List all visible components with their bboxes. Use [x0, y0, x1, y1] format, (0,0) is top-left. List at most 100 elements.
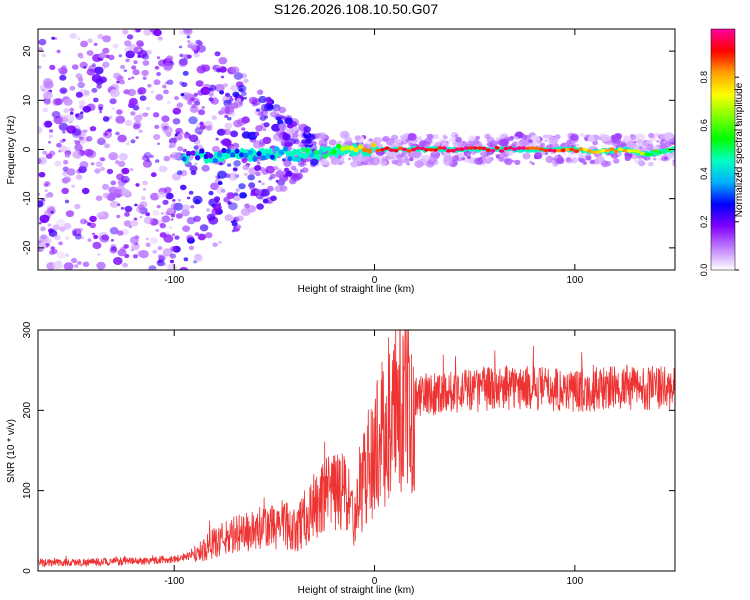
heatmap-cell-1465	[84, 90, 90, 95]
ridge-mark-1	[186, 150, 192, 157]
heatmap-cell-413	[40, 226, 46, 232]
heatmap-cell-140	[123, 69, 128, 73]
heatmap-cell-1219	[370, 157, 380, 166]
heatmap-cell-1080	[120, 175, 130, 184]
heatmap-cell-1054	[504, 158, 513, 166]
heatmap-cell-941	[193, 92, 198, 97]
ridge-mark-20	[269, 154, 275, 160]
ridge-mark-58	[437, 146, 443, 150]
heatmap-cell-1449	[184, 135, 189, 139]
heatmap-cell-275	[81, 187, 90, 195]
ridge-mark-25	[291, 156, 297, 162]
heatmap-cell-1338	[181, 132, 185, 136]
heatmap-cell-126	[258, 180, 262, 183]
ridge-mark-95	[600, 148, 606, 153]
heatmap-cell-545	[56, 218, 66, 227]
heatmap-cell-772	[287, 146, 293, 151]
heatmap-cell-515	[72, 128, 82, 136]
heatmap-cell-1414	[179, 53, 184, 58]
heatmap-cell-716	[152, 112, 160, 118]
heatmap-cells	[38, 29, 675, 270]
heatmap-cell-523	[128, 225, 133, 229]
heatmap-cell-1057	[206, 213, 216, 221]
heatmap-cell-1459	[143, 216, 153, 225]
heatmap-cell-812	[174, 96, 179, 101]
heatmap-cell-1392	[73, 230, 77, 234]
ridge-mark-81	[538, 147, 544, 151]
heatmap-cell-1250	[201, 64, 211, 72]
heatmap-cell-922	[274, 185, 283, 193]
heatmap-cell-973	[455, 136, 462, 143]
ridge-mark-29	[309, 152, 315, 158]
heatmap-cell-1471	[352, 158, 358, 163]
heatmap-cell-874	[199, 121, 204, 126]
heatmap-cell-284	[127, 77, 131, 81]
heatmap-cell-1235	[310, 158, 319, 166]
heatmap-cell-1309	[665, 143, 670, 147]
ridge-mark-22	[278, 149, 284, 155]
heatmap-cell-688	[69, 85, 76, 91]
heatmap-cell-785	[289, 178, 297, 185]
heatmap-cell-984	[99, 234, 110, 243]
heatmap-cell-962	[672, 159, 675, 164]
heatmap-cell-1268	[232, 91, 240, 98]
heatmap-cell-564	[256, 203, 264, 210]
heatmap-cell-193	[146, 106, 151, 111]
heatmap-cell-845	[382, 135, 390, 142]
heatmap-cell-186	[130, 111, 136, 116]
ridge-mark-62	[454, 147, 461, 151]
heatmap-cell-1420	[155, 159, 160, 163]
ridge-mark-109	[662, 150, 668, 154]
heatmap-cell-1312	[659, 140, 664, 145]
heatmap-cell-1270	[78, 100, 86, 106]
heatmap-cell-468	[186, 196, 191, 200]
heatmap-cell-197	[97, 33, 104, 40]
heatmap-cell-1362	[224, 92, 231, 97]
ridge-mark-100	[622, 148, 628, 153]
snr-y-tick-3: 300	[22, 321, 33, 338]
ridge-mark-43	[371, 142, 377, 148]
heatmap-cell-852	[52, 261, 63, 270]
heatmap-cell-1095	[221, 138, 232, 147]
heatmap-cell-1191	[147, 83, 152, 88]
heatmap-cell-579	[189, 165, 198, 173]
snr-frame	[37, 329, 676, 572]
heatmap-cell-514	[61, 187, 69, 195]
heatmap-cell-1098	[142, 112, 148, 117]
heatmap-cell-173	[102, 47, 110, 54]
heatmap-cell-287	[467, 155, 471, 159]
heatmap-cell-1345	[117, 248, 127, 257]
heatmap-cell-18	[172, 233, 176, 236]
heatmap-cell-289	[347, 157, 351, 161]
heatmap-cell-1433	[589, 159, 595, 165]
heatmap-cell-1113	[189, 105, 199, 114]
ridge-mark-97	[609, 147, 615, 151]
snr-panel: -100 0 100 0 100 200 300 Height of straight li…	[6, 321, 676, 596]
heatmap-cell-1126	[38, 171, 46, 178]
heatmap-cell-436	[241, 116, 250, 124]
heatmap-cell-245	[91, 87, 98, 93]
heatmap-cell-989	[128, 99, 137, 107]
heatmap-cell-965	[150, 192, 160, 201]
heatmap-cell-736	[133, 60, 138, 65]
heatmap-cell-1304	[63, 222, 72, 230]
heatmap-cell-1058	[109, 227, 119, 235]
heatmap-cell-547	[111, 107, 115, 111]
heatmap-cell-1258	[616, 152, 622, 157]
heatmap-cell-1456	[54, 235, 58, 238]
heatmap-cell-141	[178, 45, 183, 49]
heatmap-cell-1397	[56, 142, 62, 148]
heatmap-cell-1189	[93, 42, 98, 47]
heatmap-cell-741	[150, 90, 154, 94]
heatmap-cell-767	[67, 147, 71, 150]
heatmap-cell-1272	[193, 254, 203, 262]
heatmap-cell-392	[131, 65, 137, 70]
heatmap-cell-222	[257, 111, 263, 117]
heatmap-cell-1063	[466, 152, 471, 156]
ridge-mark-15	[247, 149, 253, 155]
heatmap-cell-534	[71, 184, 75, 188]
heatmap-cell-1227	[458, 152, 465, 158]
heatmap-cell-1060	[188, 116, 198, 125]
heatmap-cell-724	[59, 74, 67, 81]
ridge-mark-106	[648, 152, 655, 157]
